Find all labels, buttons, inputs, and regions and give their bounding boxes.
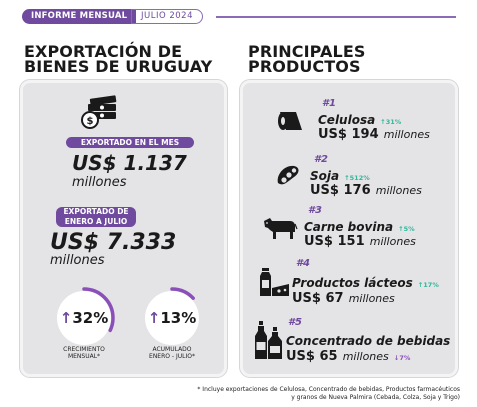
product-value-row: US$ 67 millones: [292, 287, 395, 306]
product-change: ↑512%: [344, 174, 370, 182]
money-icon: $: [80, 95, 120, 129]
report-badge: INFORME MENSUAL: [22, 9, 137, 24]
product-change: ↑5%: [398, 225, 415, 233]
ytd-growth-value: ↑13%: [140, 310, 204, 326]
products-title-line2: PRODUCTOS: [248, 57, 361, 76]
ytd-unit: millones: [50, 253, 105, 268]
product-name: Celulosa: [318, 113, 376, 127]
ytd-label-line2: ENERO A JULIO: [64, 216, 128, 226]
product-rank: #3: [308, 205, 322, 216]
month-unit: millones: [72, 175, 127, 190]
footnote-line2: y granos de Nueva Palmira (Cebada, Colza…: [291, 393, 460, 401]
product-name: Carne bovina: [304, 220, 394, 234]
products-title-line1: PRINCIPALES: [248, 42, 366, 61]
product-name: Concentrado de bebidas: [286, 334, 451, 348]
product-name-row: Celulosa ↑31%: [318, 109, 401, 128]
paper-roll-icon: [276, 108, 304, 134]
report-date: JULIO 2024: [131, 9, 203, 24]
product-change: ↓7%: [393, 354, 411, 362]
product-value-row: US$ 65 millones ↓7%: [286, 345, 410, 364]
product-unit: millones: [375, 184, 422, 197]
month-label-pill: EXPORTADO EN EL MES: [66, 137, 194, 148]
product-name-row: Concentrado de bebidas: [286, 330, 450, 349]
product-value: US$ 194: [318, 127, 379, 142]
header-divider: [216, 16, 456, 18]
footnote: * Incluye exportaciones de Celulosa, Con…: [120, 386, 460, 401]
monthly-growth-caption-line1: CRECIMIENTO: [63, 346, 105, 353]
ytd-growth-caption: ACUMULADO ENERO - JULIO*: [130, 346, 214, 360]
monthly-growth-gauge: ↑32%: [52, 286, 116, 350]
ytd-label-pill: EXPORTADO DE ENERO A JULIO: [56, 207, 136, 227]
product-name: Productos lácteos: [292, 276, 413, 290]
product-rank: #4: [296, 258, 310, 269]
dairy-icon: [259, 266, 291, 298]
product-value-row: US$ 194 millones: [318, 123, 430, 142]
product-name: Soja: [310, 169, 340, 183]
soybean-icon: [274, 163, 302, 189]
ytd-label-line1: EXPORTADO DE: [63, 207, 129, 216]
product-name-row: Carne bovina ↑5%: [304, 216, 415, 235]
product-value: US$ 151: [304, 234, 365, 249]
product-change: ↑17%: [417, 281, 439, 289]
monthly-growth-value: ↑32%: [52, 310, 116, 326]
exports-title-line2: BIENES DE URUGUAY: [24, 57, 213, 76]
product-rank: #2: [314, 154, 328, 165]
ytd-value: US$ 7.333: [50, 230, 177, 255]
product-unit: millones: [383, 128, 430, 141]
product-unit: millones: [369, 235, 416, 248]
product-name-row: Productos lácteos ↑17%: [292, 272, 439, 291]
product-name-row: Soja ↑512%: [310, 165, 370, 184]
monthly-growth-percent: 32%: [72, 309, 109, 327]
cow-icon: [262, 215, 298, 241]
up-arrow-icon: ↑: [59, 309, 73, 327]
exports-title: EXPORTACIÓN DE BIENES DE URUGUAY: [24, 42, 213, 76]
product-value-row: US$ 176 millones: [310, 179, 422, 198]
product-value: US$ 176: [310, 183, 371, 198]
product-rank: #5: [288, 317, 302, 328]
product-change: ↑31%: [380, 118, 402, 126]
ytd-growth-percent: 13%: [160, 309, 197, 327]
exports-title-line1: EXPORTACIÓN DE: [24, 42, 183, 61]
product-value: US$ 67: [292, 291, 344, 306]
product-unit: millones: [342, 350, 389, 363]
month-value: US$ 1.137: [72, 151, 187, 175]
products-title: PRINCIPALES PRODUCTOS: [248, 42, 366, 76]
bottles-icon: [254, 320, 284, 360]
product-value-row: US$ 151 millones: [304, 230, 416, 249]
up-arrow-icon: ↑: [147, 309, 161, 327]
svg-text:$: $: [87, 116, 94, 127]
product-value: US$ 65: [286, 349, 338, 364]
ytd-growth-gauge: ↑13%: [140, 286, 204, 350]
monthly-growth-caption-line2: MENSUAL*: [67, 353, 101, 360]
product-unit: millones: [348, 292, 395, 305]
ytd-growth-caption-line2: ENERO - JULIO*: [149, 353, 195, 360]
monthly-growth-caption: CRECIMIENTO MENSUAL*: [42, 346, 126, 360]
footnote-line1: * Incluye exportaciones de Celulosa, Con…: [197, 386, 460, 393]
product-rank: #1: [322, 98, 336, 109]
ytd-growth-caption-line1: ACUMULADO: [152, 346, 192, 353]
